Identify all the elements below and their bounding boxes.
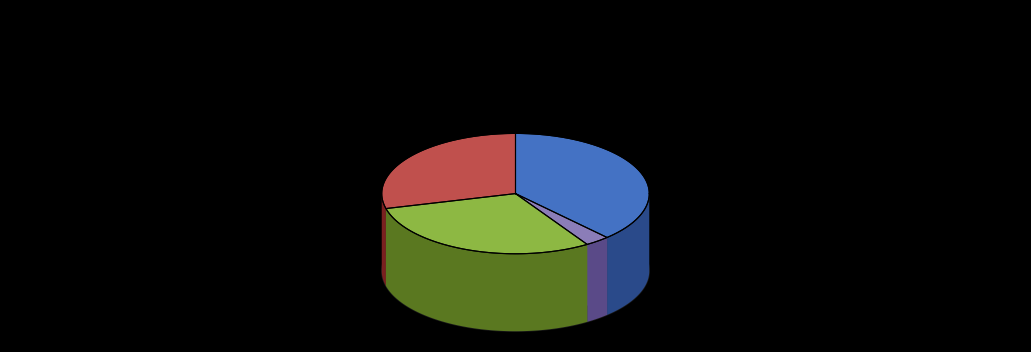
Polygon shape	[381, 133, 516, 209]
Polygon shape	[588, 238, 607, 322]
Polygon shape	[516, 194, 588, 322]
Polygon shape	[386, 194, 516, 286]
Polygon shape	[516, 194, 607, 315]
Polygon shape	[386, 209, 588, 331]
Polygon shape	[381, 211, 650, 331]
Polygon shape	[516, 194, 588, 322]
Polygon shape	[516, 194, 607, 244]
Polygon shape	[386, 194, 588, 254]
Polygon shape	[381, 194, 386, 286]
Polygon shape	[516, 194, 607, 315]
Polygon shape	[516, 133, 650, 238]
Polygon shape	[607, 194, 650, 315]
Polygon shape	[386, 194, 516, 286]
